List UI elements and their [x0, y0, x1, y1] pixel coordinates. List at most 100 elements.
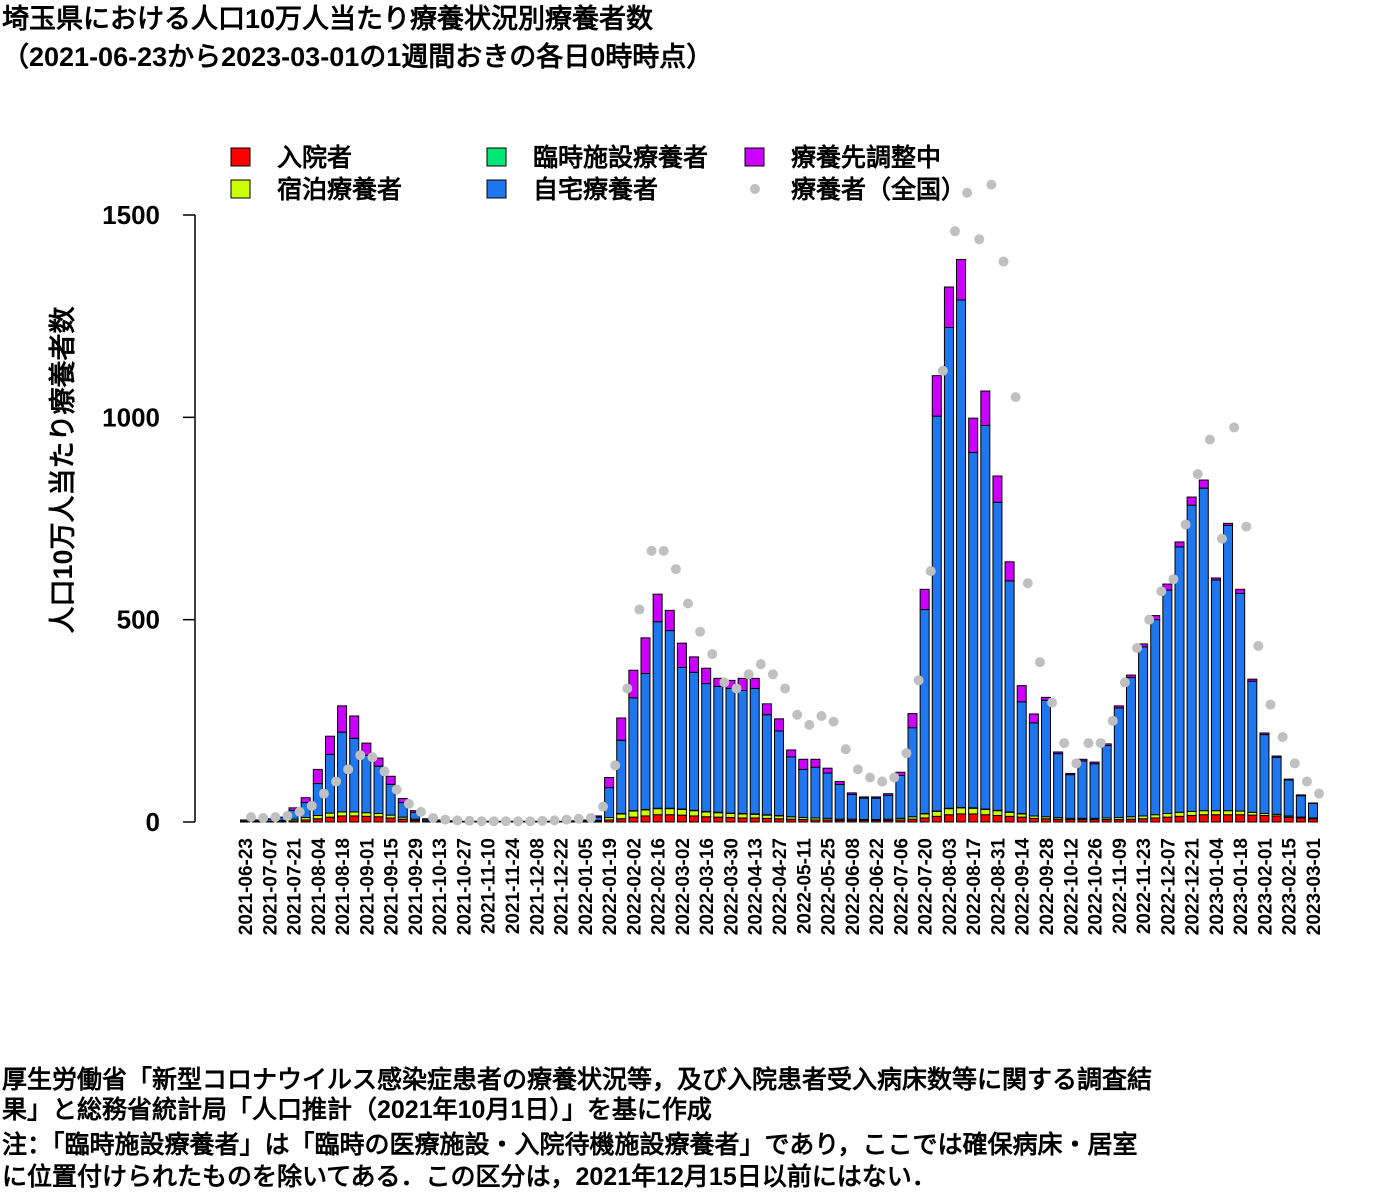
- legend-marker: [486, 179, 507, 199]
- x-tick-label: 2022-04-13: [746, 838, 767, 935]
- bar-segment: [373, 816, 384, 823]
- point: [877, 776, 888, 787]
- point: [500, 816, 511, 827]
- bar-segment: [956, 259, 967, 301]
- bar-segment: [652, 621, 663, 809]
- x-tick-label: 2022-07-20: [916, 838, 937, 935]
- bar-segment: [1235, 588, 1246, 594]
- bar-segment: [1235, 814, 1246, 823]
- point: [816, 710, 827, 721]
- x-tick-label: 2022-06-22: [867, 838, 888, 935]
- point: [1095, 738, 1106, 749]
- x-tick-label: 2021-07-07: [260, 838, 281, 935]
- point: [731, 683, 742, 694]
- legend-label: 宿泊療養者: [277, 175, 402, 204]
- point: [852, 764, 863, 775]
- bar-segment: [968, 452, 979, 809]
- bar-segment: [980, 424, 991, 810]
- bar-segment: [737, 817, 748, 823]
- bar-segment: [1198, 479, 1209, 489]
- point: [403, 798, 414, 809]
- bar-segment: [701, 811, 712, 818]
- bar-segment: [349, 815, 360, 823]
- bar-segment: [919, 813, 930, 819]
- bar-segment: [1235, 592, 1246, 812]
- y-tick-label: 1500: [102, 200, 160, 230]
- bar-segment: [1198, 814, 1209, 823]
- bar-segment: [725, 813, 736, 819]
- bar-segment: [713, 812, 724, 818]
- bar-segment: [968, 813, 979, 823]
- bar-segment: [1186, 496, 1197, 506]
- bar-segment: [1186, 810, 1197, 817]
- x-tick-label: 2022-01-19: [600, 838, 621, 935]
- x-tick-label: 2022-08-17: [964, 838, 985, 935]
- bar-segment: [749, 813, 760, 819]
- point: [767, 669, 778, 680]
- bar-segment: [919, 609, 930, 815]
- bar-segment: [1065, 772, 1076, 776]
- bar-segment: [919, 817, 930, 823]
- bar-segment: [337, 815, 348, 823]
- point: [513, 816, 524, 827]
- bar-segment: [774, 730, 784, 817]
- bar-segment: [1113, 705, 1124, 709]
- bar-segment: [1223, 522, 1234, 526]
- bar-segment: [1065, 774, 1076, 819]
- bar-segment: [1016, 701, 1027, 815]
- bar-segment: [1016, 685, 1027, 703]
- bar-segment: [1283, 816, 1294, 823]
- bar-segment: [1271, 756, 1282, 815]
- point: [646, 545, 657, 556]
- x-tick-label: 2021-06-23: [236, 838, 257, 935]
- bar-segment: [858, 797, 869, 821]
- point: [695, 626, 706, 637]
- bar-segment: [786, 756, 797, 818]
- bar-segment: [1041, 699, 1051, 818]
- point: [598, 801, 609, 812]
- bar-segment: [337, 705, 348, 733]
- bar-segment: [616, 717, 627, 741]
- bar-segment: [968, 417, 979, 454]
- x-tick-label: 2021-09-01: [357, 838, 378, 936]
- bar-segment: [1210, 810, 1221, 816]
- note: 厚生労働省「新型コロナウイルス感染症患者の療養状況等，及び入院患者受入病床数等に…: [2, 1065, 1152, 1094]
- bar-segment: [689, 671, 700, 811]
- bar-segment: [956, 807, 967, 815]
- y-tick-label: 1000: [102, 402, 160, 432]
- point: [1180, 519, 1191, 530]
- bar-segment: [1174, 815, 1185, 823]
- bar-segment: [385, 817, 396, 823]
- bar-segment: [652, 814, 663, 823]
- point: [1229, 422, 1240, 433]
- bar-segment: [337, 811, 348, 817]
- point: [1156, 586, 1167, 597]
- point: [1022, 578, 1033, 589]
- note: 果」と総務省統計局「人口推計（2021年10月1日）」を基に作成: [2, 1095, 712, 1124]
- y-axis-label: 人口10万人当たり療養者数: [47, 305, 78, 633]
- bar-segment: [956, 813, 967, 823]
- point: [1277, 732, 1288, 743]
- bar-segment: [907, 713, 918, 729]
- chart-title: 埼玉県における人口10万人当たり療養状況別療養者数: [2, 3, 654, 34]
- bar-segment: [774, 718, 784, 732]
- bar-segment: [640, 815, 651, 823]
- legend-label: 療養先調整中: [791, 143, 941, 172]
- bar-segment: [664, 630, 675, 809]
- bar-segment: [1223, 810, 1234, 816]
- x-tick-label: 2022-04-27: [770, 838, 791, 935]
- bar-segment: [761, 714, 772, 816]
- bar-segment: [1004, 811, 1015, 817]
- bar-segment: [956, 299, 967, 808]
- bar-segment: [992, 815, 1003, 823]
- bar-segment: [786, 749, 797, 758]
- x-tick-label: 2021-12-08: [527, 838, 548, 935]
- bar-segment: [810, 766, 821, 819]
- bar-segment: [931, 815, 942, 823]
- x-tick-label: 2021-09-15: [382, 838, 403, 936]
- x-tick-label: 2021-11-10: [479, 838, 500, 934]
- bar-segment: [1259, 734, 1270, 815]
- bar-segment: [1210, 577, 1221, 581]
- bar-segment: [640, 809, 651, 817]
